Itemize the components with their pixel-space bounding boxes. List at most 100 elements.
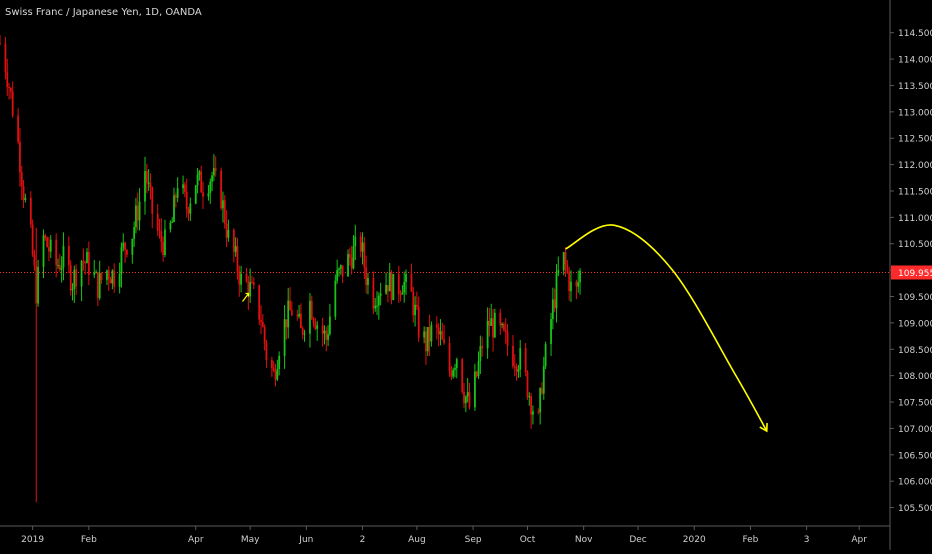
candle-body xyxy=(550,319,552,345)
last-price-tag: 109.955 xyxy=(891,265,932,280)
candle-body xyxy=(236,246,239,272)
y-tick-label: 106.000 xyxy=(898,478,932,488)
candle-body xyxy=(93,272,96,275)
candle-body xyxy=(367,278,369,285)
y-tick-label: 106.500 xyxy=(898,451,932,461)
candle xyxy=(450,365,453,381)
candle-body xyxy=(399,293,402,295)
candle xyxy=(298,305,300,319)
candle xyxy=(338,267,340,277)
y-tick-label: 110.500 xyxy=(898,240,932,250)
candle-body xyxy=(261,322,264,327)
candle-body xyxy=(401,292,404,295)
candle xyxy=(428,314,431,356)
candle-body xyxy=(551,299,554,320)
candle-body xyxy=(555,273,558,309)
candle xyxy=(37,259,39,307)
candle-body xyxy=(387,285,389,292)
candle xyxy=(124,241,126,263)
y-tick-label: 107.500 xyxy=(898,399,932,409)
candle xyxy=(202,181,204,210)
candle-body xyxy=(220,170,223,209)
candle-body xyxy=(276,368,279,380)
candle-body xyxy=(109,279,112,284)
candle-body xyxy=(22,186,25,201)
candle xyxy=(454,364,456,378)
candle xyxy=(347,249,349,277)
candle xyxy=(11,81,14,118)
candle xyxy=(0,34,1,46)
x-tick-label: Apr xyxy=(851,535,867,545)
candle-body xyxy=(350,257,353,269)
candle-body xyxy=(249,282,252,297)
candle-body xyxy=(461,359,464,392)
candle xyxy=(517,364,520,378)
candle-body xyxy=(338,268,340,270)
candle-body xyxy=(363,242,366,268)
candle xyxy=(220,167,223,211)
candle-body xyxy=(503,323,505,331)
candle xyxy=(245,267,248,283)
x-tick-label: Feb xyxy=(742,535,758,545)
candle xyxy=(541,382,543,396)
candle xyxy=(425,326,427,365)
candle-body xyxy=(42,235,45,267)
candle-body xyxy=(542,366,545,394)
candle-body xyxy=(405,273,407,282)
small-arrow-mark xyxy=(242,292,250,302)
candle xyxy=(501,322,503,329)
candle-body xyxy=(245,273,248,282)
candle-body xyxy=(138,201,141,221)
candle-body xyxy=(71,288,74,291)
candle xyxy=(9,86,12,99)
candle-body xyxy=(169,222,172,230)
projection-arrowhead xyxy=(759,423,768,433)
candle xyxy=(69,260,72,296)
candle xyxy=(513,354,516,377)
candle-body xyxy=(285,319,288,328)
time-axis[interactable]: 2019 Feb Apr May Jun 2 Aug Sep Oct Nov Dec 2020 Feb 3… xyxy=(0,525,890,545)
candle xyxy=(138,188,141,231)
candle-body xyxy=(9,88,12,92)
candle-body xyxy=(151,187,154,214)
candle-body xyxy=(430,324,433,342)
symbol-title: Swiss Franc / Japanese Yen, 1D, OANDA xyxy=(5,7,202,18)
candle xyxy=(17,108,20,145)
candle-body xyxy=(562,252,565,271)
candle xyxy=(512,335,514,369)
candle-body xyxy=(568,271,571,292)
candle-body xyxy=(530,396,532,415)
candle xyxy=(566,259,569,274)
candle-body xyxy=(265,343,268,361)
x-tick-label: Apr xyxy=(188,535,204,545)
candle xyxy=(325,326,328,352)
candle-body xyxy=(207,193,210,197)
candle-body xyxy=(299,313,302,329)
candle-body xyxy=(48,246,50,252)
candle-body xyxy=(164,229,166,255)
candle xyxy=(557,256,560,277)
candle-body xyxy=(512,345,514,367)
candle-body xyxy=(501,323,503,326)
last-price-tag-bg xyxy=(891,265,932,280)
candle-body xyxy=(111,270,114,284)
candle xyxy=(212,154,215,182)
candle xyxy=(107,266,110,291)
candle xyxy=(4,36,7,80)
candle-body xyxy=(287,300,290,328)
candle-body xyxy=(158,230,161,232)
candle-body xyxy=(214,168,217,171)
candle xyxy=(62,232,65,281)
candle-body xyxy=(327,334,329,340)
candle xyxy=(234,237,237,257)
candle xyxy=(80,259,83,302)
candle xyxy=(149,173,152,200)
candle xyxy=(403,271,406,303)
candle xyxy=(553,288,556,313)
candle-body xyxy=(519,348,522,370)
x-tick-label: Nov xyxy=(575,535,593,545)
candle-body xyxy=(136,205,139,221)
price-axis[interactable]: 114.500 114.000 113.500 113.000 112.500 112.0… xyxy=(889,0,932,550)
